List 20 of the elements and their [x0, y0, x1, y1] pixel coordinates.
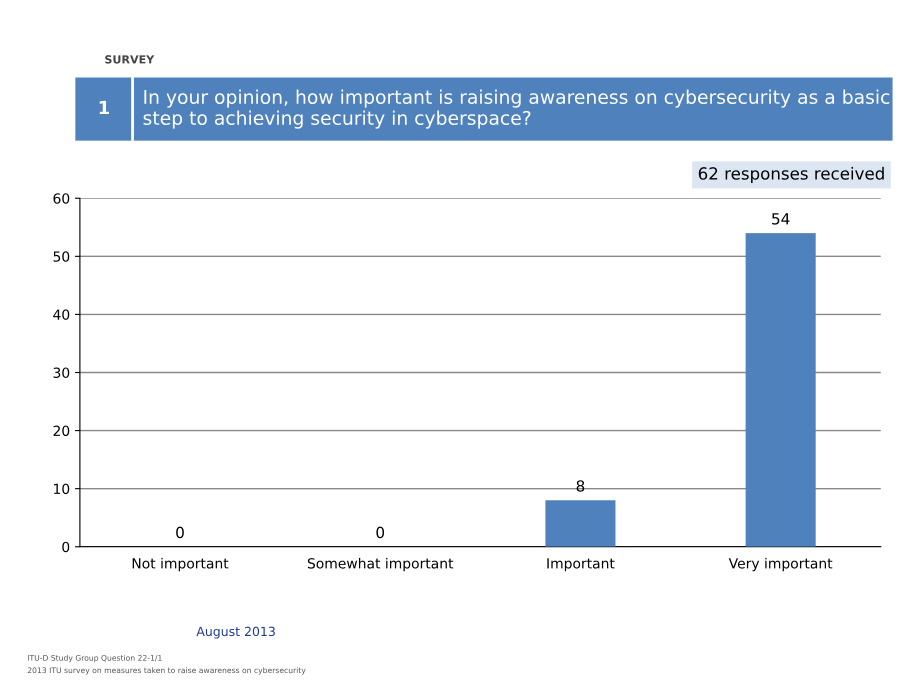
y-tick-label: 40 [53, 309, 70, 320]
y-tick-label: 10 [54, 484, 70, 494]
data-label: 8 [576, 480, 584, 492]
y-tick-label: 20 [54, 426, 70, 436]
y-tick-label: 30 [54, 367, 70, 378]
chart-subtitle: SURVEY [105, 55, 154, 64]
x-tick-label: Important [547, 558, 615, 572]
y-tick-label: 60 [53, 193, 70, 204]
data-label: 0 [176, 526, 184, 538]
x-tick-label: Very important [728, 558, 832, 572]
data-label: 54 [772, 213, 790, 225]
text: 1 [100, 100, 110, 114]
x-tick-label: Not important [132, 558, 228, 572]
chart-title: In your opinion, how important is raising awareness on cybersecurity as a basic step to achieving security in cyberspace? [144, 90, 890, 129]
text: August 2013 [196, 626, 275, 639]
text: 62 responses received [698, 166, 884, 183]
data-label: 0 [376, 526, 384, 538]
x-tick-label: Somewhat important [308, 558, 454, 572]
y-tick-label: 0 [62, 542, 70, 552]
y-tick-label: 50 [54, 251, 70, 262]
